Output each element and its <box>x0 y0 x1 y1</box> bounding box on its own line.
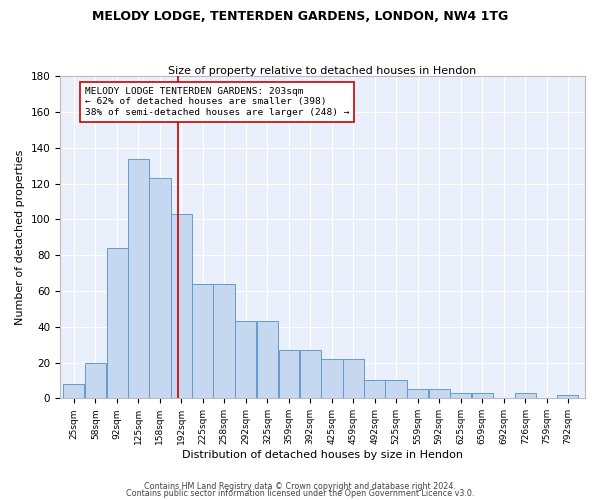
Bar <box>515 393 536 398</box>
Bar <box>407 390 428 398</box>
Bar <box>214 284 235 399</box>
Bar <box>472 393 493 398</box>
Bar <box>364 380 385 398</box>
Bar <box>343 359 364 399</box>
Bar <box>300 350 321 399</box>
Bar <box>321 359 343 399</box>
Bar <box>235 322 256 398</box>
Bar <box>428 390 449 398</box>
Text: Contains public sector information licensed under the Open Government Licence v3: Contains public sector information licen… <box>126 489 474 498</box>
Bar <box>128 158 149 398</box>
Y-axis label: Number of detached properties: Number of detached properties <box>15 150 25 325</box>
Text: MELODY LODGE, TENTERDEN GARDENS, LONDON, NW4 1TG: MELODY LODGE, TENTERDEN GARDENS, LONDON,… <box>92 10 508 23</box>
X-axis label: Distribution of detached houses by size in Hendon: Distribution of detached houses by size … <box>182 450 463 460</box>
Title: Size of property relative to detached houses in Hendon: Size of property relative to detached ho… <box>169 66 476 76</box>
Bar <box>85 362 106 398</box>
Text: Contains HM Land Registry data © Crown copyright and database right 2024.: Contains HM Land Registry data © Crown c… <box>144 482 456 491</box>
Bar <box>450 393 472 398</box>
Bar <box>192 284 213 399</box>
Text: MELODY LODGE TENTERDEN GARDENS: 203sqm
← 62% of detached houses are smaller (398: MELODY LODGE TENTERDEN GARDENS: 203sqm ←… <box>85 87 350 117</box>
Bar <box>557 395 578 398</box>
Bar <box>278 350 299 399</box>
Bar <box>107 248 128 398</box>
Bar <box>171 214 192 398</box>
Bar <box>385 380 407 398</box>
Bar <box>149 178 170 398</box>
Bar <box>257 322 278 398</box>
Bar <box>64 384 85 398</box>
